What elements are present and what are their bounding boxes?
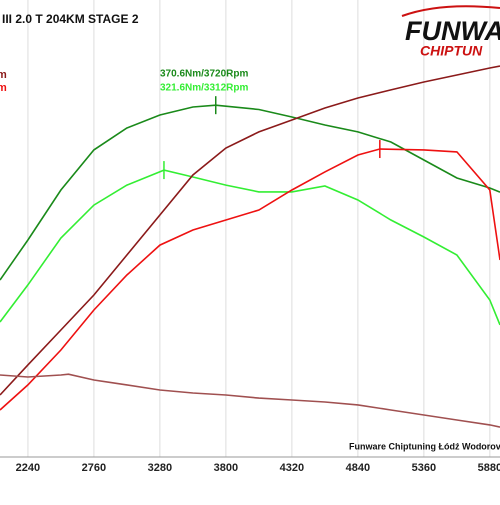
- x-tick-label: 5880: [478, 462, 500, 474]
- series-line: [0, 104, 500, 281]
- series-line: [0, 373, 500, 428]
- logo-bottom: CHIPTUN: [420, 43, 483, 59]
- footer: Funware Chiptuning Łódź Wodorov: [349, 441, 500, 451]
- x-tick-label: 5360: [412, 462, 436, 474]
- x-tick-label: 2760: [82, 462, 106, 474]
- legend-fragment: m: [0, 69, 7, 81]
- x-tick-label: 2240: [16, 462, 40, 474]
- x-tick-label: 4320: [280, 462, 304, 474]
- plot-area: [0, 0, 500, 457]
- peak-label: 321.6Nm/3312Rpm: [160, 83, 248, 94]
- x-tick-label: 4840: [346, 462, 370, 474]
- x-tick-label: 3800: [214, 462, 238, 474]
- peak-label: 370.6Nm/3720Rpm: [160, 69, 248, 80]
- logo-top: FUNWA: [405, 16, 500, 46]
- series-line: [0, 169, 500, 326]
- chart-title: III 2.0 T 204KM STAGE 2: [2, 12, 139, 26]
- legend-fragment: m: [0, 82, 7, 94]
- series-line: [0, 65, 500, 396]
- x-tick-label: 3280: [148, 462, 172, 474]
- logo-swoosh: [401, 5, 500, 17]
- series-line: [0, 148, 500, 411]
